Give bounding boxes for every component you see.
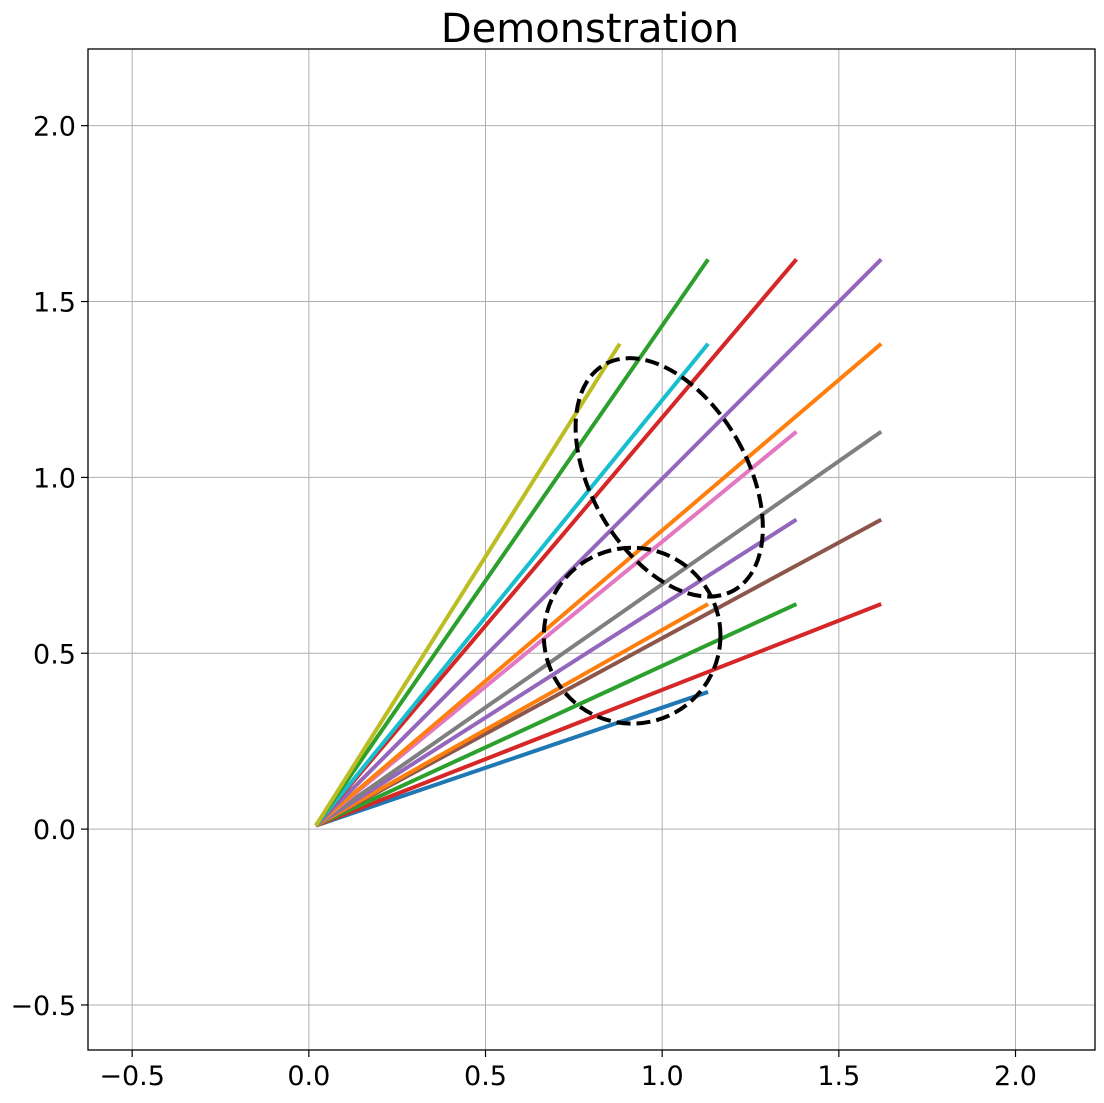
- series-line-5: [314, 602, 710, 828]
- y-tick-label: 0.5: [33, 639, 76, 670]
- y-tick-label: −0.5: [10, 991, 76, 1022]
- series-line-10: [314, 257, 883, 828]
- series-line-1: [315, 690, 709, 828]
- x-tick-label: 2.0: [994, 1061, 1037, 1092]
- y-tick-label: 0.0: [33, 815, 76, 846]
- series-line-7: [314, 430, 883, 828]
- series-line-12: [314, 342, 710, 827]
- series-line-6: [314, 517, 798, 828]
- ellipse-2: [541, 545, 723, 726]
- ellipse-1: [573, 356, 765, 599]
- y-tick-label: 1.0: [33, 463, 76, 494]
- grid-layer: [88, 49, 1095, 1050]
- ellipse-layer: [541, 356, 765, 726]
- series-line-3: [315, 602, 798, 828]
- chart-title: Demonstration: [441, 6, 739, 52]
- series-line-9: [314, 342, 883, 828]
- series-line-2: [315, 602, 882, 828]
- plot-frame: [87, 48, 1096, 1051]
- x-tick-label: 1.0: [641, 1061, 684, 1092]
- tick-layer: −0.5 0.0 0.5 1.0 1.5 2.0 −0.5 0.0 0.5 1.0 1.5 2.0: [10, 112, 1037, 1092]
- series-layer: [314, 257, 883, 828]
- y-tick-label: 2.0: [33, 112, 76, 143]
- series-line-14: [314, 342, 622, 827]
- x-tick-label: 1.5: [817, 1061, 860, 1092]
- series-line-11: [314, 258, 798, 827]
- series-line-13: [314, 258, 710, 827]
- x-tick-label: 0.0: [287, 1061, 330, 1092]
- x-tick-label: −0.5: [99, 1061, 165, 1092]
- x-tick-label: 0.5: [464, 1061, 507, 1092]
- y-tick-label: 1.5: [33, 288, 76, 319]
